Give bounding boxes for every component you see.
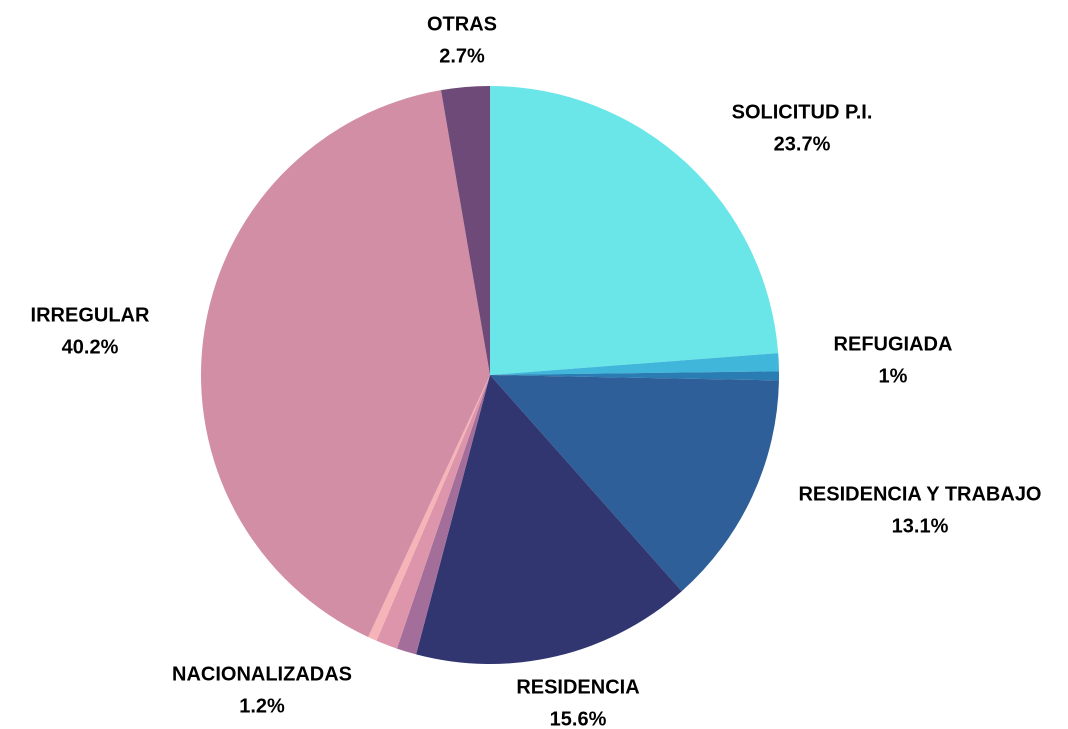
slice-label: IRREGULAR [31,304,150,326]
slice-value-label: 1.2% [239,695,285,717]
slice-label: SOLICITUD P.I. [732,101,873,123]
pie-slice [490,353,779,375]
slice-value-label: 15.6% [550,708,607,729]
slice-value-label: 23.7% [774,133,831,155]
pie-slice [490,371,780,381]
pie-slice [490,86,779,375]
slice-value-label: 1% [879,365,908,387]
slice-value-label: 13.1% [892,515,949,537]
pie-slice [376,375,490,649]
slice-label: RESIDENCIA [516,676,639,698]
pie-slice [416,375,682,664]
pie-slice [441,86,490,375]
pie-slice [490,375,779,592]
slice-label: REFUGIADA [834,333,953,355]
pie-slice [201,90,491,638]
slice-label: OTRAS [427,13,497,35]
slice-label: RESIDENCIA Y TRABAJO [798,483,1041,505]
pie-slice [368,375,490,641]
pie-slice [396,375,490,655]
slice-label: NACIONALIZADAS [172,663,352,685]
slice-value-label: 40.2% [62,336,119,358]
slice-value-label: 2.7% [439,45,485,67]
